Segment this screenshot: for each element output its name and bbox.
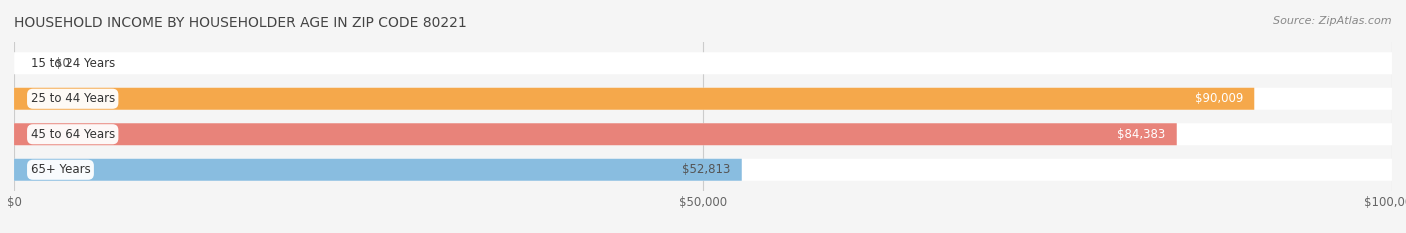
FancyBboxPatch shape xyxy=(14,88,1392,110)
Text: 25 to 44 Years: 25 to 44 Years xyxy=(31,92,115,105)
FancyBboxPatch shape xyxy=(14,123,1177,145)
Text: $84,383: $84,383 xyxy=(1118,128,1166,141)
Text: 65+ Years: 65+ Years xyxy=(31,163,90,176)
Text: $52,813: $52,813 xyxy=(682,163,731,176)
FancyBboxPatch shape xyxy=(14,159,1392,181)
Text: Source: ZipAtlas.com: Source: ZipAtlas.com xyxy=(1274,16,1392,26)
FancyBboxPatch shape xyxy=(14,159,742,181)
Text: 15 to 24 Years: 15 to 24 Years xyxy=(31,57,115,70)
Text: $90,009: $90,009 xyxy=(1195,92,1243,105)
Text: HOUSEHOLD INCOME BY HOUSEHOLDER AGE IN ZIP CODE 80221: HOUSEHOLD INCOME BY HOUSEHOLDER AGE IN Z… xyxy=(14,16,467,30)
Text: 45 to 64 Years: 45 to 64 Years xyxy=(31,128,115,141)
FancyBboxPatch shape xyxy=(14,88,1254,110)
FancyBboxPatch shape xyxy=(14,123,1392,145)
FancyBboxPatch shape xyxy=(14,52,1392,74)
Text: $0: $0 xyxy=(55,57,70,70)
